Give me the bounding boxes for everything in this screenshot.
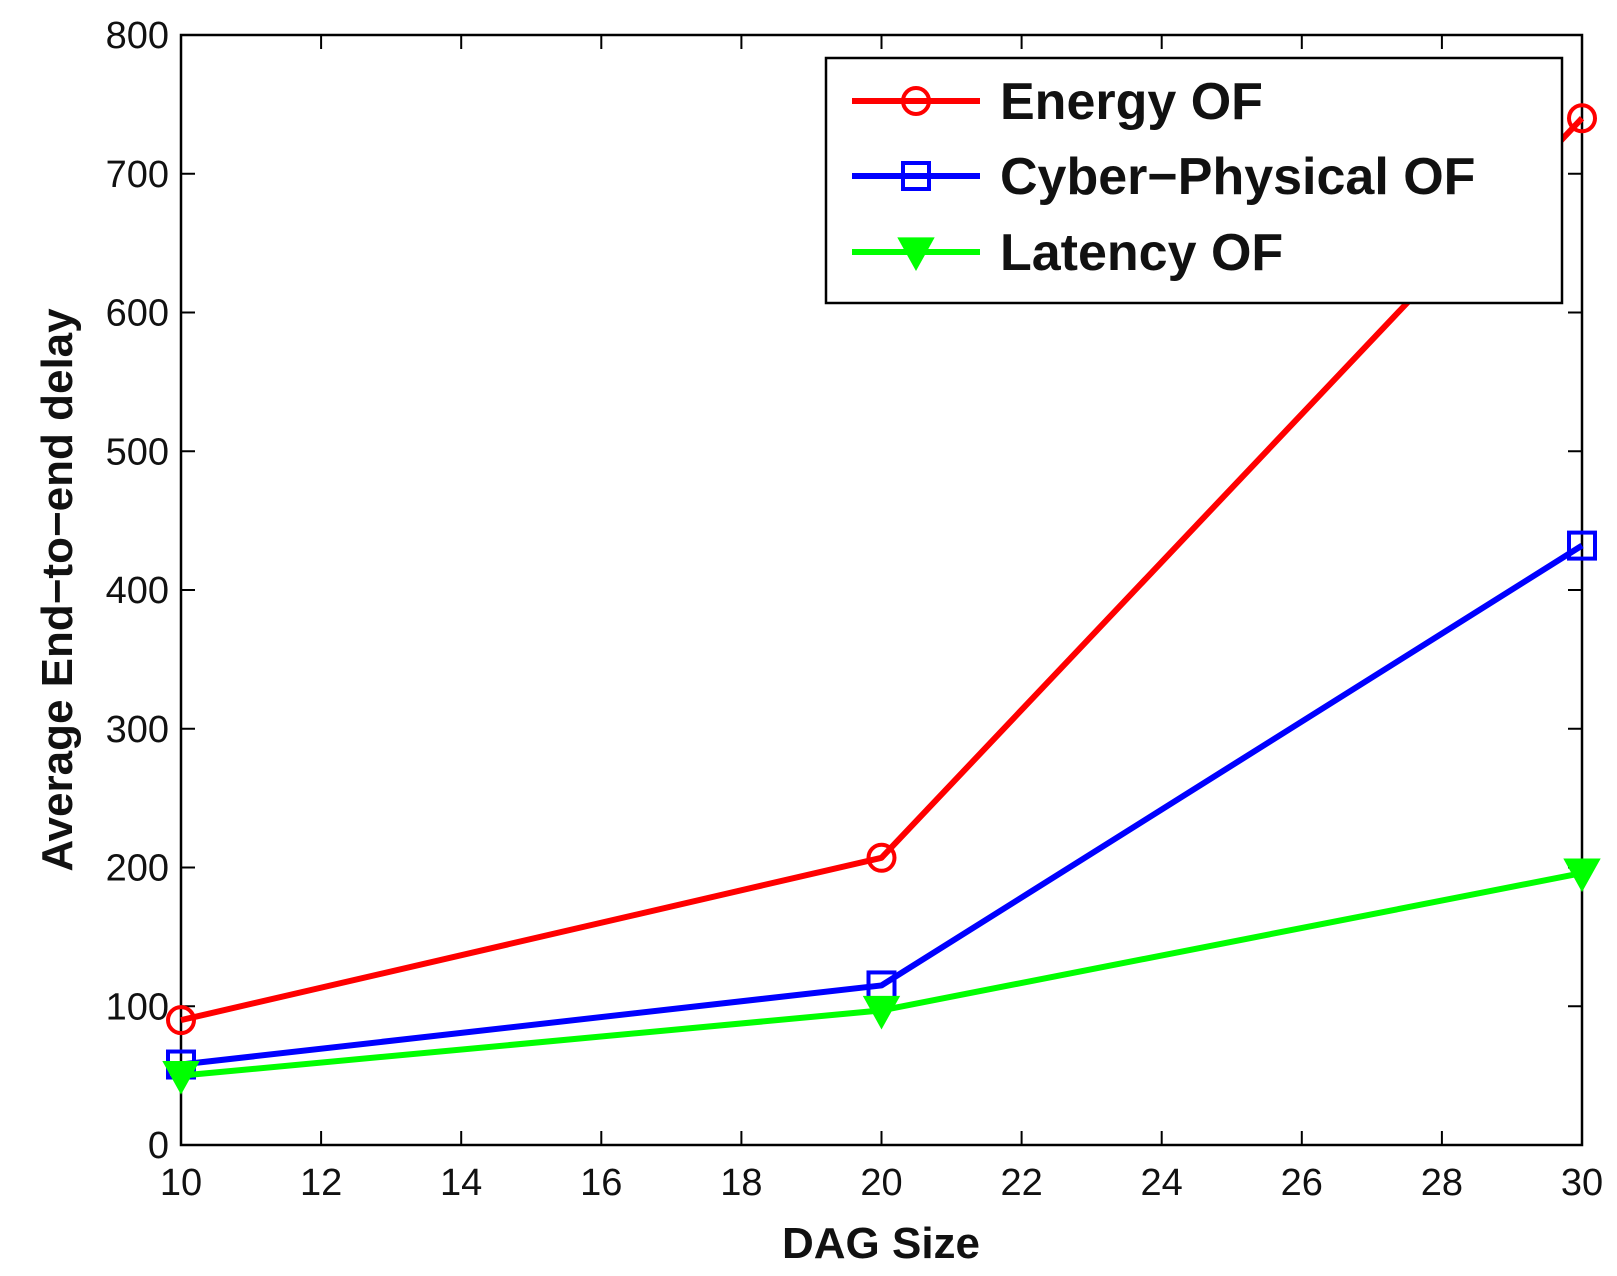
data-point: [162, 1061, 200, 1095]
legend-label: Cyber−Physical OF: [1000, 148, 1475, 206]
y-tick-label: 100: [106, 986, 169, 1028]
data-point: [1567, 103, 1597, 134]
x-tick-label: 10: [160, 1162, 202, 1204]
y-axis: 0 100 200 300 400 500 600 700 800: [106, 15, 1582, 1167]
legend-marker: [897, 237, 935, 272]
x-axis: 10 12 14 16 18 20 22 24 26 28 30: [160, 35, 1603, 1204]
y-axis-title: Average End−to−end delay: [33, 308, 82, 872]
legend-item: Latency OF: [852, 224, 1283, 282]
legend-marker: [901, 86, 931, 116]
x-tick-label: 14: [440, 1162, 482, 1204]
x-tick-label: 20: [860, 1162, 902, 1204]
legend-item: Energy OF: [852, 73, 1263, 131]
legend-label: Energy OF: [1000, 73, 1263, 131]
data-point: [862, 995, 901, 1030]
series-3: [162, 858, 1601, 1095]
series-line: [180, 116, 1585, 1024]
x-tick-label: 28: [1421, 1162, 1463, 1204]
series-layer: [162, 103, 1601, 1095]
x-tick-label: 18: [720, 1162, 762, 1204]
series-1: [166, 103, 1597, 1036]
legend-label: Latency OF: [1000, 224, 1283, 282]
y-tick-label: 300: [106, 709, 169, 751]
x-axis-title: DAG Size: [782, 1219, 980, 1268]
series-line: [180, 543, 1584, 1068]
x-tick-label: 24: [1141, 1162, 1183, 1204]
legend: Energy OF Cyber−Physical OF Latency OF: [824, 56, 1564, 305]
x-tick-label: 12: [300, 1162, 342, 1204]
legend-item: Cyber−Physical OF: [852, 148, 1475, 206]
legend-marker: [901, 161, 931, 191]
y-tick-label: 0: [148, 1125, 169, 1167]
y-tick-label: 200: [106, 848, 169, 890]
data-point: [1567, 530, 1597, 561]
y-tick-label: 500: [106, 431, 169, 473]
data-point: [166, 1005, 196, 1036]
x-tick-label: 16: [580, 1162, 622, 1204]
y-tick-label: 700: [106, 154, 169, 196]
x-tick-label: 22: [1000, 1162, 1042, 1204]
data-point: [866, 842, 897, 873]
y-tick-label: 800: [106, 15, 169, 57]
y-tick-label: 400: [106, 570, 169, 612]
data-point: [1563, 858, 1601, 893]
x-tick-label: 26: [1281, 1162, 1323, 1204]
x-tick-label: 30: [1561, 1162, 1603, 1204]
y-tick-label: 600: [106, 293, 169, 335]
